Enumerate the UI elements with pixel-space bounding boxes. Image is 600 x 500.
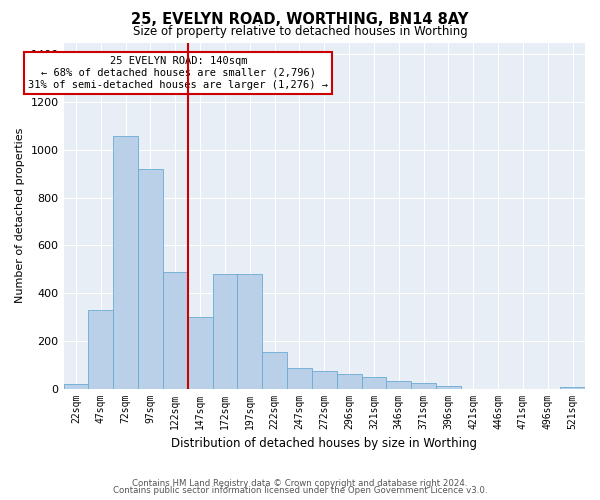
Bar <box>212 274 238 388</box>
Bar <box>138 169 163 388</box>
Bar <box>113 136 138 388</box>
Bar <box>287 368 312 388</box>
Bar <box>337 374 362 388</box>
Bar <box>436 386 461 388</box>
Bar <box>411 382 436 388</box>
Bar <box>312 370 337 388</box>
Text: 25, EVELYN ROAD, WORTHING, BN14 8AY: 25, EVELYN ROAD, WORTHING, BN14 8AY <box>131 12 469 28</box>
Bar <box>163 272 188 388</box>
Text: Contains HM Land Registry data © Crown copyright and database right 2024.: Contains HM Land Registry data © Crown c… <box>132 478 468 488</box>
X-axis label: Distribution of detached houses by size in Worthing: Distribution of detached houses by size … <box>171 437 477 450</box>
Bar <box>238 274 262 388</box>
Bar <box>88 310 113 388</box>
Y-axis label: Number of detached properties: Number of detached properties <box>15 128 25 303</box>
Bar <box>362 376 386 388</box>
Bar <box>386 382 411 388</box>
Text: Size of property relative to detached houses in Worthing: Size of property relative to detached ho… <box>133 25 467 38</box>
Text: 25 EVELYN ROAD: 140sqm
← 68% of detached houses are smaller (2,796)
31% of semi-: 25 EVELYN ROAD: 140sqm ← 68% of detached… <box>28 56 328 90</box>
Bar <box>64 384 88 388</box>
Bar <box>262 352 287 389</box>
Text: Contains public sector information licensed under the Open Government Licence v3: Contains public sector information licen… <box>113 486 487 495</box>
Bar <box>188 317 212 388</box>
